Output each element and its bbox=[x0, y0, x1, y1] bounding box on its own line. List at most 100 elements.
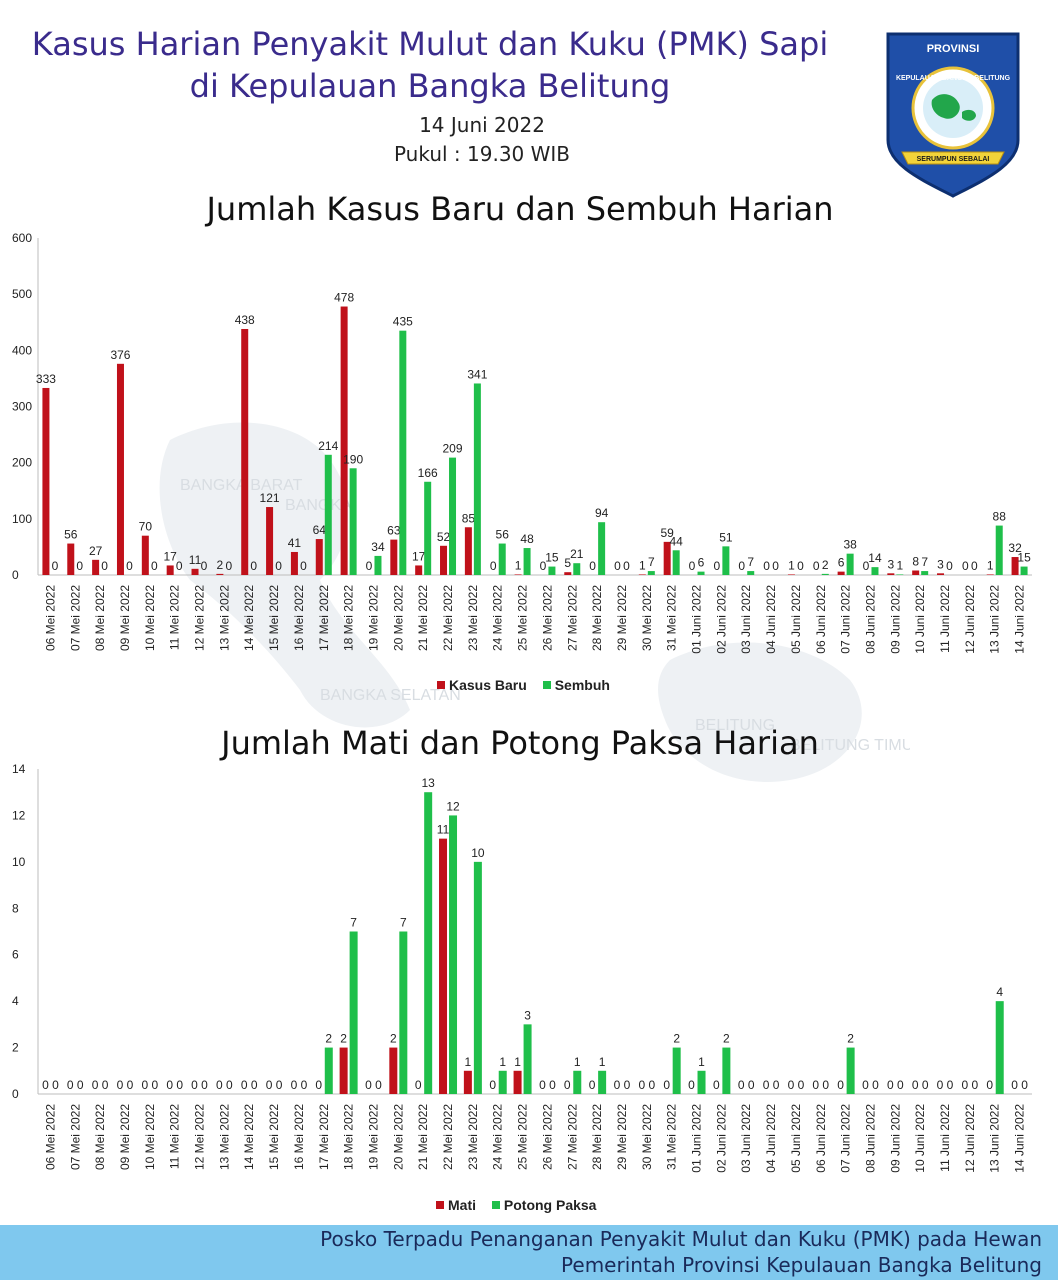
map-label-bangka: BANGKA bbox=[285, 497, 352, 514]
data-label: 0 bbox=[623, 559, 630, 573]
data-label: 59 bbox=[660, 526, 674, 540]
data-label: 0 bbox=[937, 1078, 944, 1092]
data-label: 6 bbox=[838, 556, 845, 570]
data-label: 13 bbox=[421, 776, 435, 790]
x-tick-label: 10 Juni 2022 bbox=[913, 1104, 927, 1173]
x-tick-label: 08 Mei 2022 bbox=[93, 585, 107, 651]
data-label: 0 bbox=[151, 1078, 158, 1092]
bar-mati bbox=[439, 838, 448, 1094]
x-tick-label: 04 Juni 2022 bbox=[764, 1104, 778, 1173]
data-label: 333 bbox=[36, 372, 56, 386]
x-tick-label: 12 Juni 2022 bbox=[963, 585, 977, 654]
bar-sembuh bbox=[424, 481, 432, 575]
data-label: 0 bbox=[887, 1078, 894, 1092]
bar-kasus-baru bbox=[464, 527, 472, 575]
data-label: 7 bbox=[400, 916, 407, 930]
data-label: 21 bbox=[570, 547, 584, 561]
y-tick-label: 400 bbox=[12, 343, 32, 357]
data-label: 0 bbox=[366, 559, 373, 573]
x-tick-label: 09 Mei 2022 bbox=[118, 585, 132, 651]
bar-sembuh bbox=[548, 566, 556, 575]
x-tick-label: 17 Mei 2022 bbox=[317, 585, 331, 651]
bar-kasus-baru bbox=[315, 539, 323, 575]
data-label: 0 bbox=[614, 559, 621, 573]
data-label: 0 bbox=[1011, 1078, 1018, 1092]
data-label: 0 bbox=[912, 1078, 919, 1092]
x-tick-label: 11 Juni 2022 bbox=[938, 1104, 952, 1172]
data-label: 0 bbox=[897, 1078, 904, 1092]
x-tick-label: 10 Mei 2022 bbox=[143, 585, 157, 651]
data-label: 2 bbox=[673, 1032, 680, 1046]
x-tick-label: 15 Mei 2022 bbox=[267, 1104, 281, 1170]
x-tick-label: 14 Mei 2022 bbox=[242, 1104, 256, 1170]
x-tick-label: 05 Juni 2022 bbox=[789, 585, 803, 654]
data-label: 14 bbox=[868, 551, 882, 565]
y-tick-label: 0 bbox=[12, 1087, 19, 1101]
bar-sembuh bbox=[598, 522, 606, 575]
map-label-belitung: BELITUNG bbox=[695, 717, 775, 734]
x-tick-label: 07 Mei 2022 bbox=[68, 585, 82, 651]
data-label: 0 bbox=[863, 559, 870, 573]
data-label: 0 bbox=[300, 559, 307, 573]
data-label: 0 bbox=[872, 1078, 879, 1092]
data-label: 0 bbox=[301, 1078, 308, 1092]
y-tick-label: 6 bbox=[12, 948, 19, 962]
bar-sembuh bbox=[896, 574, 904, 575]
x-tick-label: 14 Mei 2022 bbox=[242, 585, 256, 651]
province-emblem-logo: PROVINSI KEPULAUAN BANGKA BELITUNG SERUM… bbox=[886, 32, 1020, 198]
bar-sembuh bbox=[324, 454, 332, 575]
bar-sembuh bbox=[722, 546, 730, 575]
data-label: 1 bbox=[515, 558, 522, 572]
x-tick-label: 21 Mei 2022 bbox=[416, 1104, 430, 1170]
data-label: 1 bbox=[574, 1055, 581, 1069]
y-tick-label: 8 bbox=[12, 901, 19, 915]
x-tick-label: 03 Juni 2022 bbox=[739, 1104, 753, 1173]
data-label: 0 bbox=[102, 1078, 109, 1092]
data-label: 0 bbox=[972, 1078, 979, 1092]
data-label: 3 bbox=[887, 557, 894, 571]
data-label: 0 bbox=[101, 559, 108, 573]
data-label: 0 bbox=[688, 1078, 695, 1092]
data-label: 0 bbox=[763, 1078, 770, 1092]
chart1-title: Jumlah Kasus Baru dan Sembuh Harian bbox=[206, 190, 834, 228]
data-label: 0 bbox=[226, 1078, 233, 1092]
data-label: 0 bbox=[663, 1078, 670, 1092]
bar-kasus-baru bbox=[440, 545, 448, 575]
x-tick-label: 30 Mei 2022 bbox=[640, 1104, 654, 1170]
bar-kasus-baru bbox=[166, 565, 174, 575]
data-label: 1 bbox=[599, 1055, 606, 1069]
data-label: 2 bbox=[325, 1032, 332, 1046]
data-label: 0 bbox=[813, 559, 820, 573]
data-label: 85 bbox=[462, 511, 476, 525]
data-label: 52 bbox=[437, 530, 451, 544]
data-label: 0 bbox=[126, 559, 133, 573]
x-tick-label: 11 Juni 2022 bbox=[938, 585, 952, 653]
data-label: 0 bbox=[624, 1078, 631, 1092]
data-label: 0 bbox=[772, 559, 779, 573]
data-label: 1 bbox=[514, 1055, 521, 1069]
data-label: 0 bbox=[748, 1078, 755, 1092]
x-tick-label: 13 Mei 2022 bbox=[217, 1104, 231, 1170]
x-tick-label: 10 Mei 2022 bbox=[143, 1104, 157, 1170]
x-tick-label: 29 Mei 2022 bbox=[615, 1104, 629, 1170]
data-label: 0 bbox=[648, 1078, 655, 1092]
bar-sembuh bbox=[1020, 566, 1028, 575]
data-label: 0 bbox=[201, 1078, 208, 1092]
bar-sembuh bbox=[821, 573, 829, 575]
x-tick-label: 02 Juni 2022 bbox=[714, 585, 728, 654]
data-label: 2 bbox=[217, 558, 224, 572]
x-tick-label: 07 Mei 2022 bbox=[68, 1104, 82, 1170]
bar-kasus-baru bbox=[290, 551, 298, 575]
data-label: 0 bbox=[837, 1078, 844, 1092]
data-label: 64 bbox=[313, 523, 327, 537]
data-label: 0 bbox=[549, 1078, 556, 1092]
x-tick-label: 06 Juni 2022 bbox=[814, 585, 828, 654]
data-label: 376 bbox=[110, 348, 130, 362]
x-tick-label: 03 Juni 2022 bbox=[739, 585, 753, 654]
data-label: 0 bbox=[1021, 1078, 1028, 1092]
data-label: 0 bbox=[127, 1078, 134, 1092]
data-label: 0 bbox=[947, 1078, 954, 1092]
data-label: 0 bbox=[922, 1078, 929, 1092]
chart2-legend: Mati Potong Paksa bbox=[436, 1197, 608, 1213]
